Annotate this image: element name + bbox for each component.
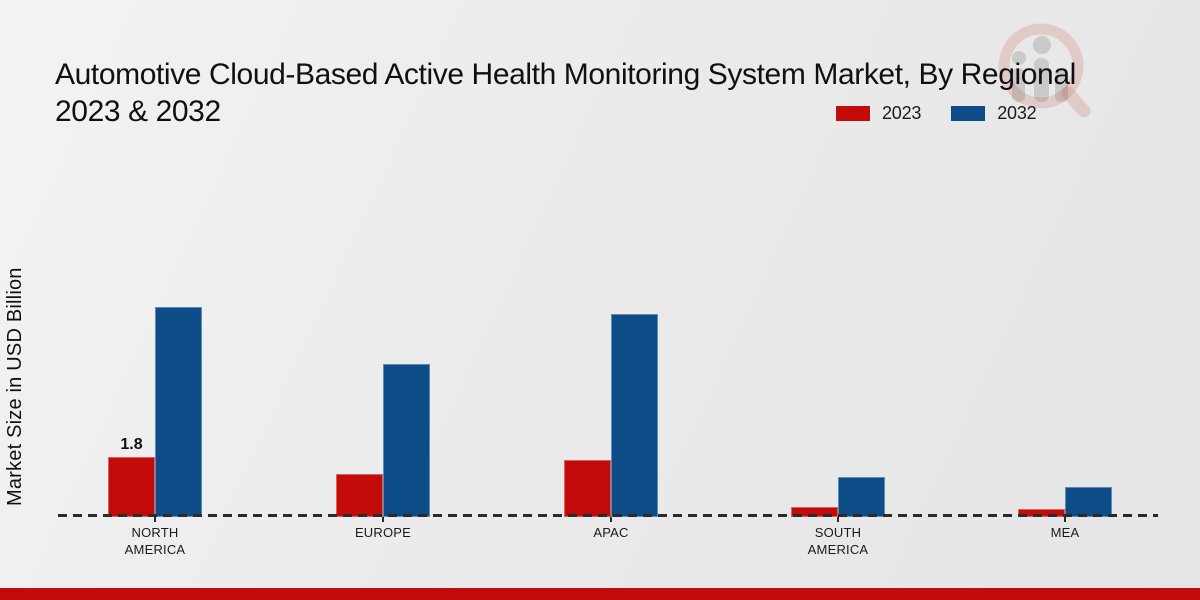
bar-2032-mea [1065, 487, 1112, 517]
legend-label-2032: 2032 [997, 103, 1037, 123]
legend-item-2032: 2032 [951, 103, 1037, 124]
bar-2032-apac [611, 314, 658, 517]
x-axis-tick [610, 517, 612, 522]
category-label-south-america: SOUTH AMERICA [807, 525, 869, 557]
x-axis-tick [1064, 517, 1066, 522]
bar-2032-europe [383, 364, 430, 517]
legend: 2023 2032 [836, 103, 1037, 124]
x-axis-tick [154, 517, 156, 522]
page-title: Automotive Cloud-Based Active Health Mon… [55, 56, 1200, 130]
legend-swatch-2023 [836, 106, 870, 121]
bar-2023-north-america [108, 457, 155, 517]
bar-2032-south-america [838, 477, 885, 517]
magnifier-bar-chart-logo-icon [998, 23, 1091, 118]
legend-swatch-2032 [951, 106, 986, 121]
x-axis-baseline [58, 514, 1158, 517]
category-label-europe: EUROPE [354, 525, 412, 540]
bar-2023-europe [336, 474, 383, 517]
bar-value-label: 1.8 [120, 436, 143, 453]
legend-item-2023: 2023 [836, 103, 921, 124]
category-label-mea: MEA [1050, 525, 1080, 540]
legend-label-2023: 2023 [882, 103, 922, 123]
x-axis-tick [382, 517, 384, 522]
bar-2032-north-america [155, 307, 202, 517]
category-label-north-america: NORTH AMERICA [124, 525, 186, 557]
page-title-line1: Automotive Cloud-Based Active Health Mon… [55, 58, 1076, 92]
bar-2023-mea [1018, 509, 1065, 517]
category-label-apac: APAC [593, 525, 629, 540]
bar-2023-apac [564, 460, 611, 517]
bar-2023-south-america [791, 507, 838, 517]
footer-accent-bar [0, 588, 1200, 600]
x-axis-tick [837, 517, 839, 522]
page-title-line2: 2023 & 2032 [55, 95, 221, 129]
